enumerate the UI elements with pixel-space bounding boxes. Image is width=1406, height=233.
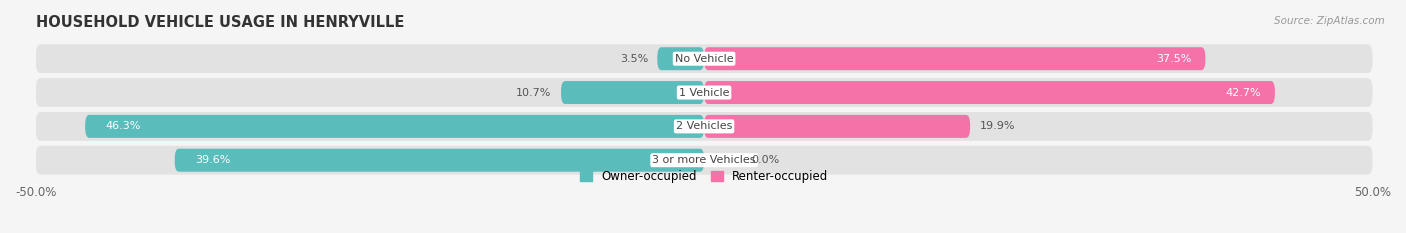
FancyBboxPatch shape (174, 149, 704, 172)
FancyBboxPatch shape (561, 81, 704, 104)
FancyBboxPatch shape (658, 47, 704, 70)
Text: 37.5%: 37.5% (1157, 54, 1192, 64)
Text: 3.5%: 3.5% (620, 54, 648, 64)
Text: HOUSEHOLD VEHICLE USAGE IN HENRYVILLE: HOUSEHOLD VEHICLE USAGE IN HENRYVILLE (35, 15, 404, 30)
FancyBboxPatch shape (35, 146, 1372, 175)
Text: 46.3%: 46.3% (105, 121, 141, 131)
Text: 10.7%: 10.7% (516, 88, 551, 98)
Text: 39.6%: 39.6% (195, 155, 231, 165)
Text: 42.7%: 42.7% (1226, 88, 1261, 98)
Legend: Owner-occupied, Renter-occupied: Owner-occupied, Renter-occupied (575, 165, 832, 188)
FancyBboxPatch shape (35, 44, 1372, 73)
Text: 1 Vehicle: 1 Vehicle (679, 88, 730, 98)
FancyBboxPatch shape (704, 115, 970, 138)
FancyBboxPatch shape (704, 81, 1275, 104)
Text: 0.0%: 0.0% (751, 155, 779, 165)
FancyBboxPatch shape (86, 115, 704, 138)
Text: No Vehicle: No Vehicle (675, 54, 734, 64)
Text: 3 or more Vehicles: 3 or more Vehicles (652, 155, 756, 165)
Text: 2 Vehicles: 2 Vehicles (676, 121, 733, 131)
FancyBboxPatch shape (35, 112, 1372, 141)
FancyBboxPatch shape (704, 47, 1205, 70)
Text: 19.9%: 19.9% (980, 121, 1015, 131)
Text: Source: ZipAtlas.com: Source: ZipAtlas.com (1274, 16, 1385, 26)
FancyBboxPatch shape (35, 78, 1372, 107)
